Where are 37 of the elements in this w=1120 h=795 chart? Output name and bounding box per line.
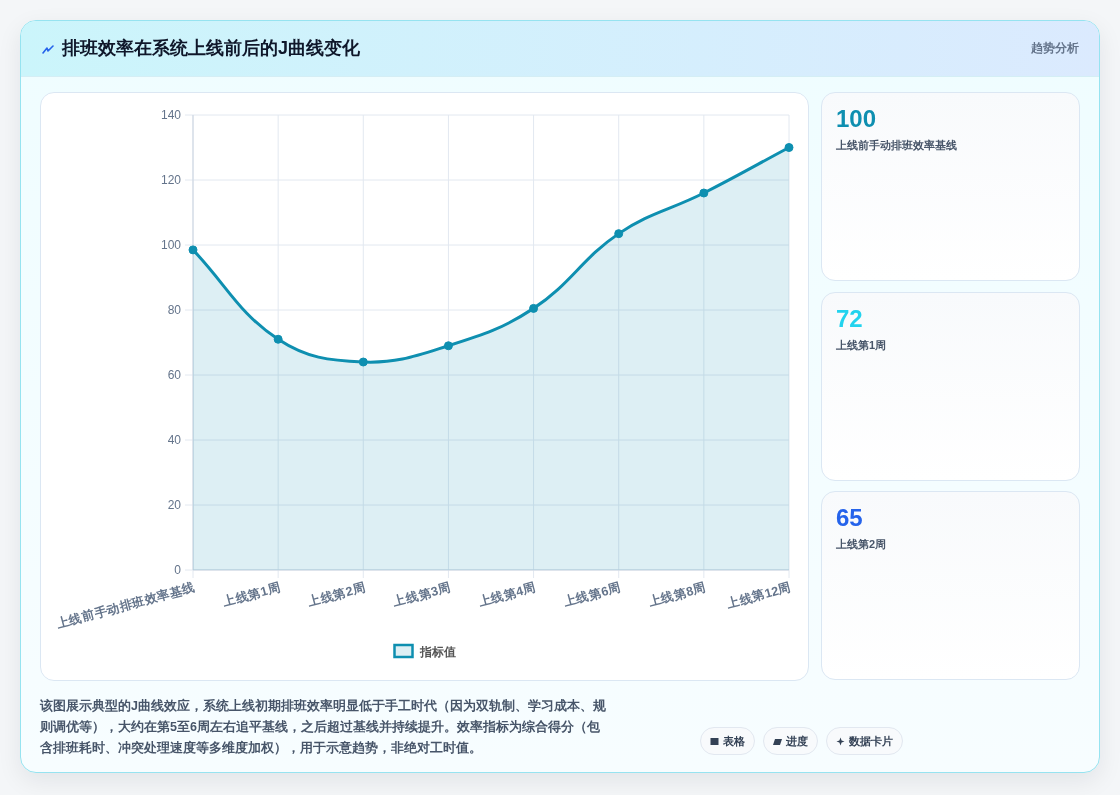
point	[699, 188, 709, 198]
y-tick-label: 60	[167, 368, 182, 382]
text: 趋势分析	[1031, 40, 1079, 56]
text: 上线第2周	[836, 537, 887, 552]
text: 进度	[786, 733, 808, 749]
point	[358, 357, 368, 367]
point	[443, 341, 453, 351]
point	[188, 245, 198, 255]
text: 100	[836, 105, 877, 133]
point	[784, 143, 794, 152]
y-tick-label: 140	[160, 108, 182, 122]
text: 表格	[723, 733, 745, 749]
chart-title: 排班效率在系统上线前后的J曲线变化	[62, 37, 361, 59]
x-tick-label: 上线第2周	[305, 580, 368, 610]
text: 65	[836, 504, 863, 532]
text: 该图展示典型的J曲线效应，系统上线初期排班效率明显低于手工时代（因为双轨制、学习成本、规则调优等），大约在第5至6周左右追平基线，之后超过基线并持续提升。效率指标为综合得分（包含排班耗时、冲突处理速度等多维度加权），用于示意趋势，非绝对工时值。	[40, 697, 607, 757]
x-tick-label: 上线第6周	[560, 580, 623, 610]
y-tick-label: 40	[167, 433, 182, 447]
legend-label: 指标值	[418, 644, 456, 659]
point	[273, 334, 283, 344]
x-tick-label: 上线第3周	[390, 580, 453, 610]
x-tick-label: 上线第1周	[220, 580, 282, 610]
y-tick-label: 100	[160, 238, 182, 252]
text: 72	[836, 304, 863, 333]
x-tick-label: 上线前手动排班效率基线	[53, 579, 197, 632]
x-tick-label: 上线第4周	[475, 580, 538, 610]
y-tick-label: 80	[167, 303, 182, 317]
point	[529, 303, 539, 313]
text: 上线前手动排班效率基线	[836, 138, 957, 153]
y-tick-label: 120	[160, 173, 182, 187]
x-tick-label: 上线第12周	[724, 580, 793, 612]
x-tick-label: 上线第8周	[646, 580, 708, 610]
point	[614, 229, 624, 239]
text: 数据卡片	[849, 733, 893, 749]
y-tick-label: 0	[174, 563, 182, 577]
text: 上线第1周	[836, 337, 887, 353]
y-tick-label: 20	[167, 498, 182, 512]
